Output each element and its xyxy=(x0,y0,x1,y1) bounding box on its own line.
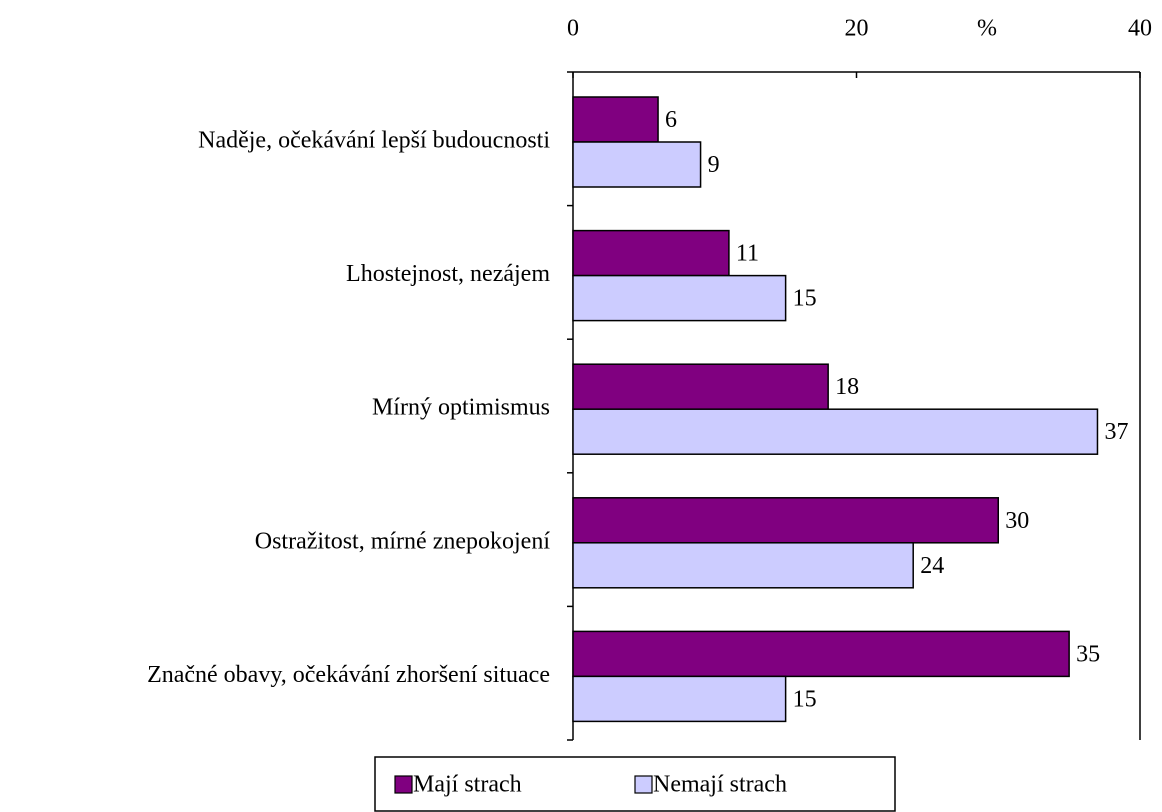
x-tick-label: 40 xyxy=(1128,16,1152,42)
data-label: 18 xyxy=(835,374,859,400)
x-axis-label: % xyxy=(977,16,997,42)
legend-label: Nemají strach xyxy=(653,772,787,798)
bar xyxy=(572,141,702,188)
y-tick-label: Mírný optimismus xyxy=(372,395,550,421)
legend-swatch xyxy=(634,775,653,794)
bar xyxy=(572,96,659,143)
y-tick-label: Lhostejnost, nezájem xyxy=(346,261,550,287)
bar xyxy=(572,542,914,589)
legend-swatch xyxy=(394,775,413,794)
bar xyxy=(572,675,787,723)
x-tick-label: 20 xyxy=(845,16,869,42)
y-tick-label: Naděje, očekávání lepší budoucnosti xyxy=(198,128,550,154)
y-tick-label: Značné obavy, očekávání zhoršení situace xyxy=(147,662,550,688)
data-label: 30 xyxy=(1005,508,1029,534)
bar xyxy=(572,408,1099,455)
data-label: 11 xyxy=(736,241,759,267)
bar xyxy=(572,229,730,277)
bar xyxy=(572,363,829,410)
data-label: 15 xyxy=(793,286,817,312)
data-label: 24 xyxy=(920,553,944,579)
legend-box xyxy=(374,756,896,812)
data-label: 37 xyxy=(1104,419,1128,445)
legend-label: Mají strach xyxy=(413,772,522,798)
y-tick-label: Ostražitost, mírné znepokojení xyxy=(255,528,551,554)
data-label: 15 xyxy=(793,686,817,712)
data-label: 9 xyxy=(708,152,720,178)
bar xyxy=(572,274,787,322)
x-tick-label: 0 xyxy=(567,16,579,42)
bar xyxy=(572,630,1070,678)
data-label: 6 xyxy=(665,107,677,133)
bar xyxy=(572,497,999,544)
data-label: 35 xyxy=(1076,641,1100,667)
